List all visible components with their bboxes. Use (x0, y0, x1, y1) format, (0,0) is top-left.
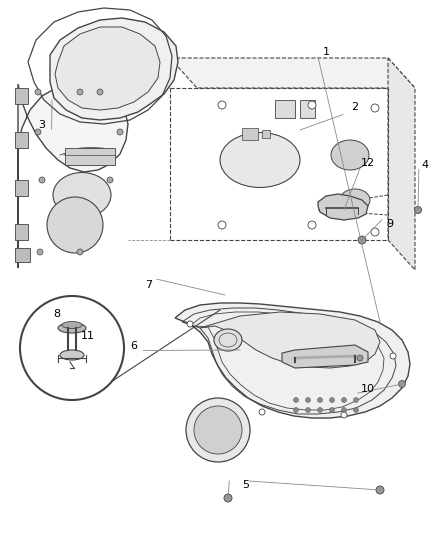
Circle shape (329, 408, 335, 413)
Polygon shape (65, 148, 115, 165)
Circle shape (353, 398, 358, 402)
Text: 7: 7 (145, 280, 152, 290)
Circle shape (259, 409, 265, 415)
Text: 2: 2 (351, 102, 358, 111)
Polygon shape (15, 132, 28, 148)
Polygon shape (318, 194, 368, 220)
Circle shape (293, 408, 299, 413)
Text: 3: 3 (38, 120, 45, 130)
Circle shape (318, 408, 322, 413)
Circle shape (186, 398, 250, 462)
Circle shape (341, 412, 347, 418)
Circle shape (414, 206, 421, 214)
Circle shape (224, 494, 232, 502)
Text: 9: 9 (386, 219, 393, 229)
Circle shape (218, 101, 226, 109)
Circle shape (376, 486, 384, 494)
Text: 6: 6 (130, 342, 137, 351)
Circle shape (218, 221, 226, 229)
Polygon shape (170, 58, 415, 88)
Circle shape (357, 355, 363, 361)
Ellipse shape (220, 133, 300, 188)
Circle shape (293, 398, 299, 402)
Polygon shape (388, 58, 415, 270)
Ellipse shape (340, 189, 370, 211)
Circle shape (308, 221, 316, 229)
Polygon shape (18, 84, 128, 268)
Ellipse shape (214, 329, 242, 351)
Text: 10: 10 (361, 384, 375, 394)
Polygon shape (275, 100, 295, 118)
Circle shape (371, 104, 379, 112)
Ellipse shape (331, 140, 369, 170)
Polygon shape (15, 224, 28, 240)
Polygon shape (175, 303, 410, 418)
Circle shape (39, 177, 45, 183)
Circle shape (194, 406, 242, 454)
Circle shape (371, 228, 379, 236)
Text: 12: 12 (361, 158, 375, 167)
Polygon shape (50, 18, 178, 120)
Ellipse shape (60, 350, 84, 360)
Polygon shape (200, 312, 380, 368)
Circle shape (37, 249, 43, 255)
Text: 11: 11 (81, 331, 95, 341)
Circle shape (308, 101, 316, 109)
Circle shape (305, 408, 311, 413)
Circle shape (342, 398, 346, 402)
Polygon shape (55, 27, 160, 110)
Text: 5: 5 (242, 480, 249, 490)
Ellipse shape (53, 173, 111, 217)
Circle shape (117, 129, 123, 135)
Text: 4: 4 (421, 160, 428, 170)
Circle shape (107, 177, 113, 183)
Circle shape (342, 408, 346, 413)
Circle shape (35, 89, 41, 95)
Circle shape (305, 398, 311, 402)
Circle shape (97, 89, 103, 95)
Text: 1: 1 (323, 47, 330, 57)
Circle shape (47, 197, 103, 253)
Circle shape (390, 353, 396, 359)
Circle shape (77, 249, 83, 255)
Polygon shape (15, 180, 28, 196)
Circle shape (329, 398, 335, 402)
Circle shape (187, 321, 193, 327)
Polygon shape (242, 128, 258, 140)
Circle shape (20, 296, 124, 400)
Circle shape (353, 408, 358, 413)
Circle shape (35, 129, 41, 135)
Text: 8: 8 (53, 310, 60, 319)
Circle shape (358, 236, 366, 244)
Ellipse shape (58, 323, 86, 333)
Circle shape (318, 398, 322, 402)
Polygon shape (262, 130, 270, 138)
Circle shape (399, 381, 406, 387)
Polygon shape (282, 345, 368, 368)
Ellipse shape (62, 321, 82, 328)
Circle shape (77, 89, 83, 95)
Polygon shape (15, 248, 30, 262)
Polygon shape (15, 88, 28, 104)
Polygon shape (300, 100, 315, 118)
